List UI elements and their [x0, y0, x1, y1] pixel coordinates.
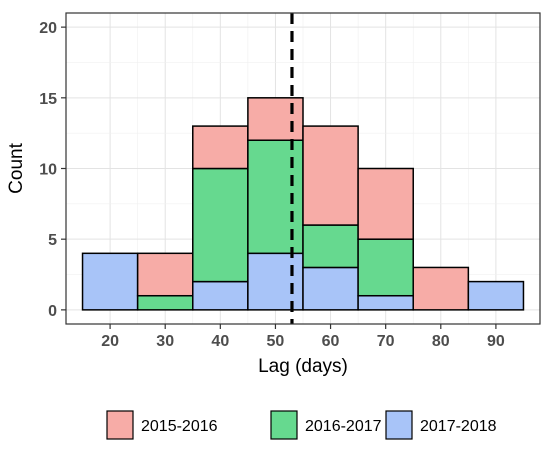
x-tick-label: 40 [211, 333, 229, 350]
x-tick-label: 30 [156, 333, 174, 350]
bar-2017-2018-70 [357, 294, 414, 311]
x-tick-label: 90 [487, 333, 505, 350]
bar-2015-2016-80 [412, 266, 470, 311]
legend-swatch [385, 410, 413, 440]
x-tick-label: 50 [267, 333, 285, 350]
bar-2016-2017-50 [247, 139, 304, 255]
y-tick-label: 0 [48, 303, 57, 320]
bar-2015-2016-50 [247, 97, 304, 141]
x-tick-label: 80 [432, 333, 450, 350]
legend-item-2015-2016: 2015-2016 [106, 410, 218, 440]
bar-2017-2018-50 [247, 252, 304, 311]
bar-2016-2017-30 [136, 294, 194, 311]
bar-2016-2017-70 [357, 238, 414, 297]
bar-2016-2017-40 [192, 167, 249, 283]
legend-label: 2016-2017 [305, 418, 382, 435]
legend-label: 2015-2016 [141, 418, 218, 435]
legend-swatch [106, 410, 134, 440]
y-axis-ticks: 0 5 10 15 20 [39, 20, 66, 320]
bars [81, 97, 525, 311]
x-axis-ticks: 20 30 40 50 60 70 80 90 [101, 324, 505, 350]
bar-2017-2018-60 [302, 266, 359, 311]
y-tick-label: 10 [39, 162, 57, 179]
legend-label: 2017-2018 [420, 418, 497, 435]
bar-2017-2018-20 [81, 252, 139, 311]
y-axis-title: Count [6, 142, 27, 193]
bar-2017-2018-90 [467, 280, 525, 311]
bar-2017-2018-40 [192, 280, 249, 311]
y-tick-label: 5 [48, 232, 57, 249]
legend: 2015-2016 2016-2017 2017-2018 [106, 410, 497, 440]
legend-item-2017-2018: 2017-2018 [385, 410, 497, 440]
x-tick-label: 70 [377, 333, 395, 350]
bar-2015-2016-40 [192, 125, 249, 170]
x-axis-title: Lag (days) [258, 356, 348, 377]
bar-2016-2017-60 [302, 224, 359, 269]
y-tick-label: 20 [39, 20, 57, 37]
x-tick-label: 20 [101, 333, 119, 350]
legend-item-2016-2017: 2016-2017 [270, 410, 382, 440]
bar-2015-2016-70 [357, 167, 414, 240]
y-tick-label: 15 [39, 91, 57, 108]
legend-swatch [270, 410, 298, 440]
x-tick-label: 60 [322, 333, 340, 350]
bar-2015-2016-30 [136, 252, 194, 297]
bar-2015-2016-60 [302, 125, 359, 226]
